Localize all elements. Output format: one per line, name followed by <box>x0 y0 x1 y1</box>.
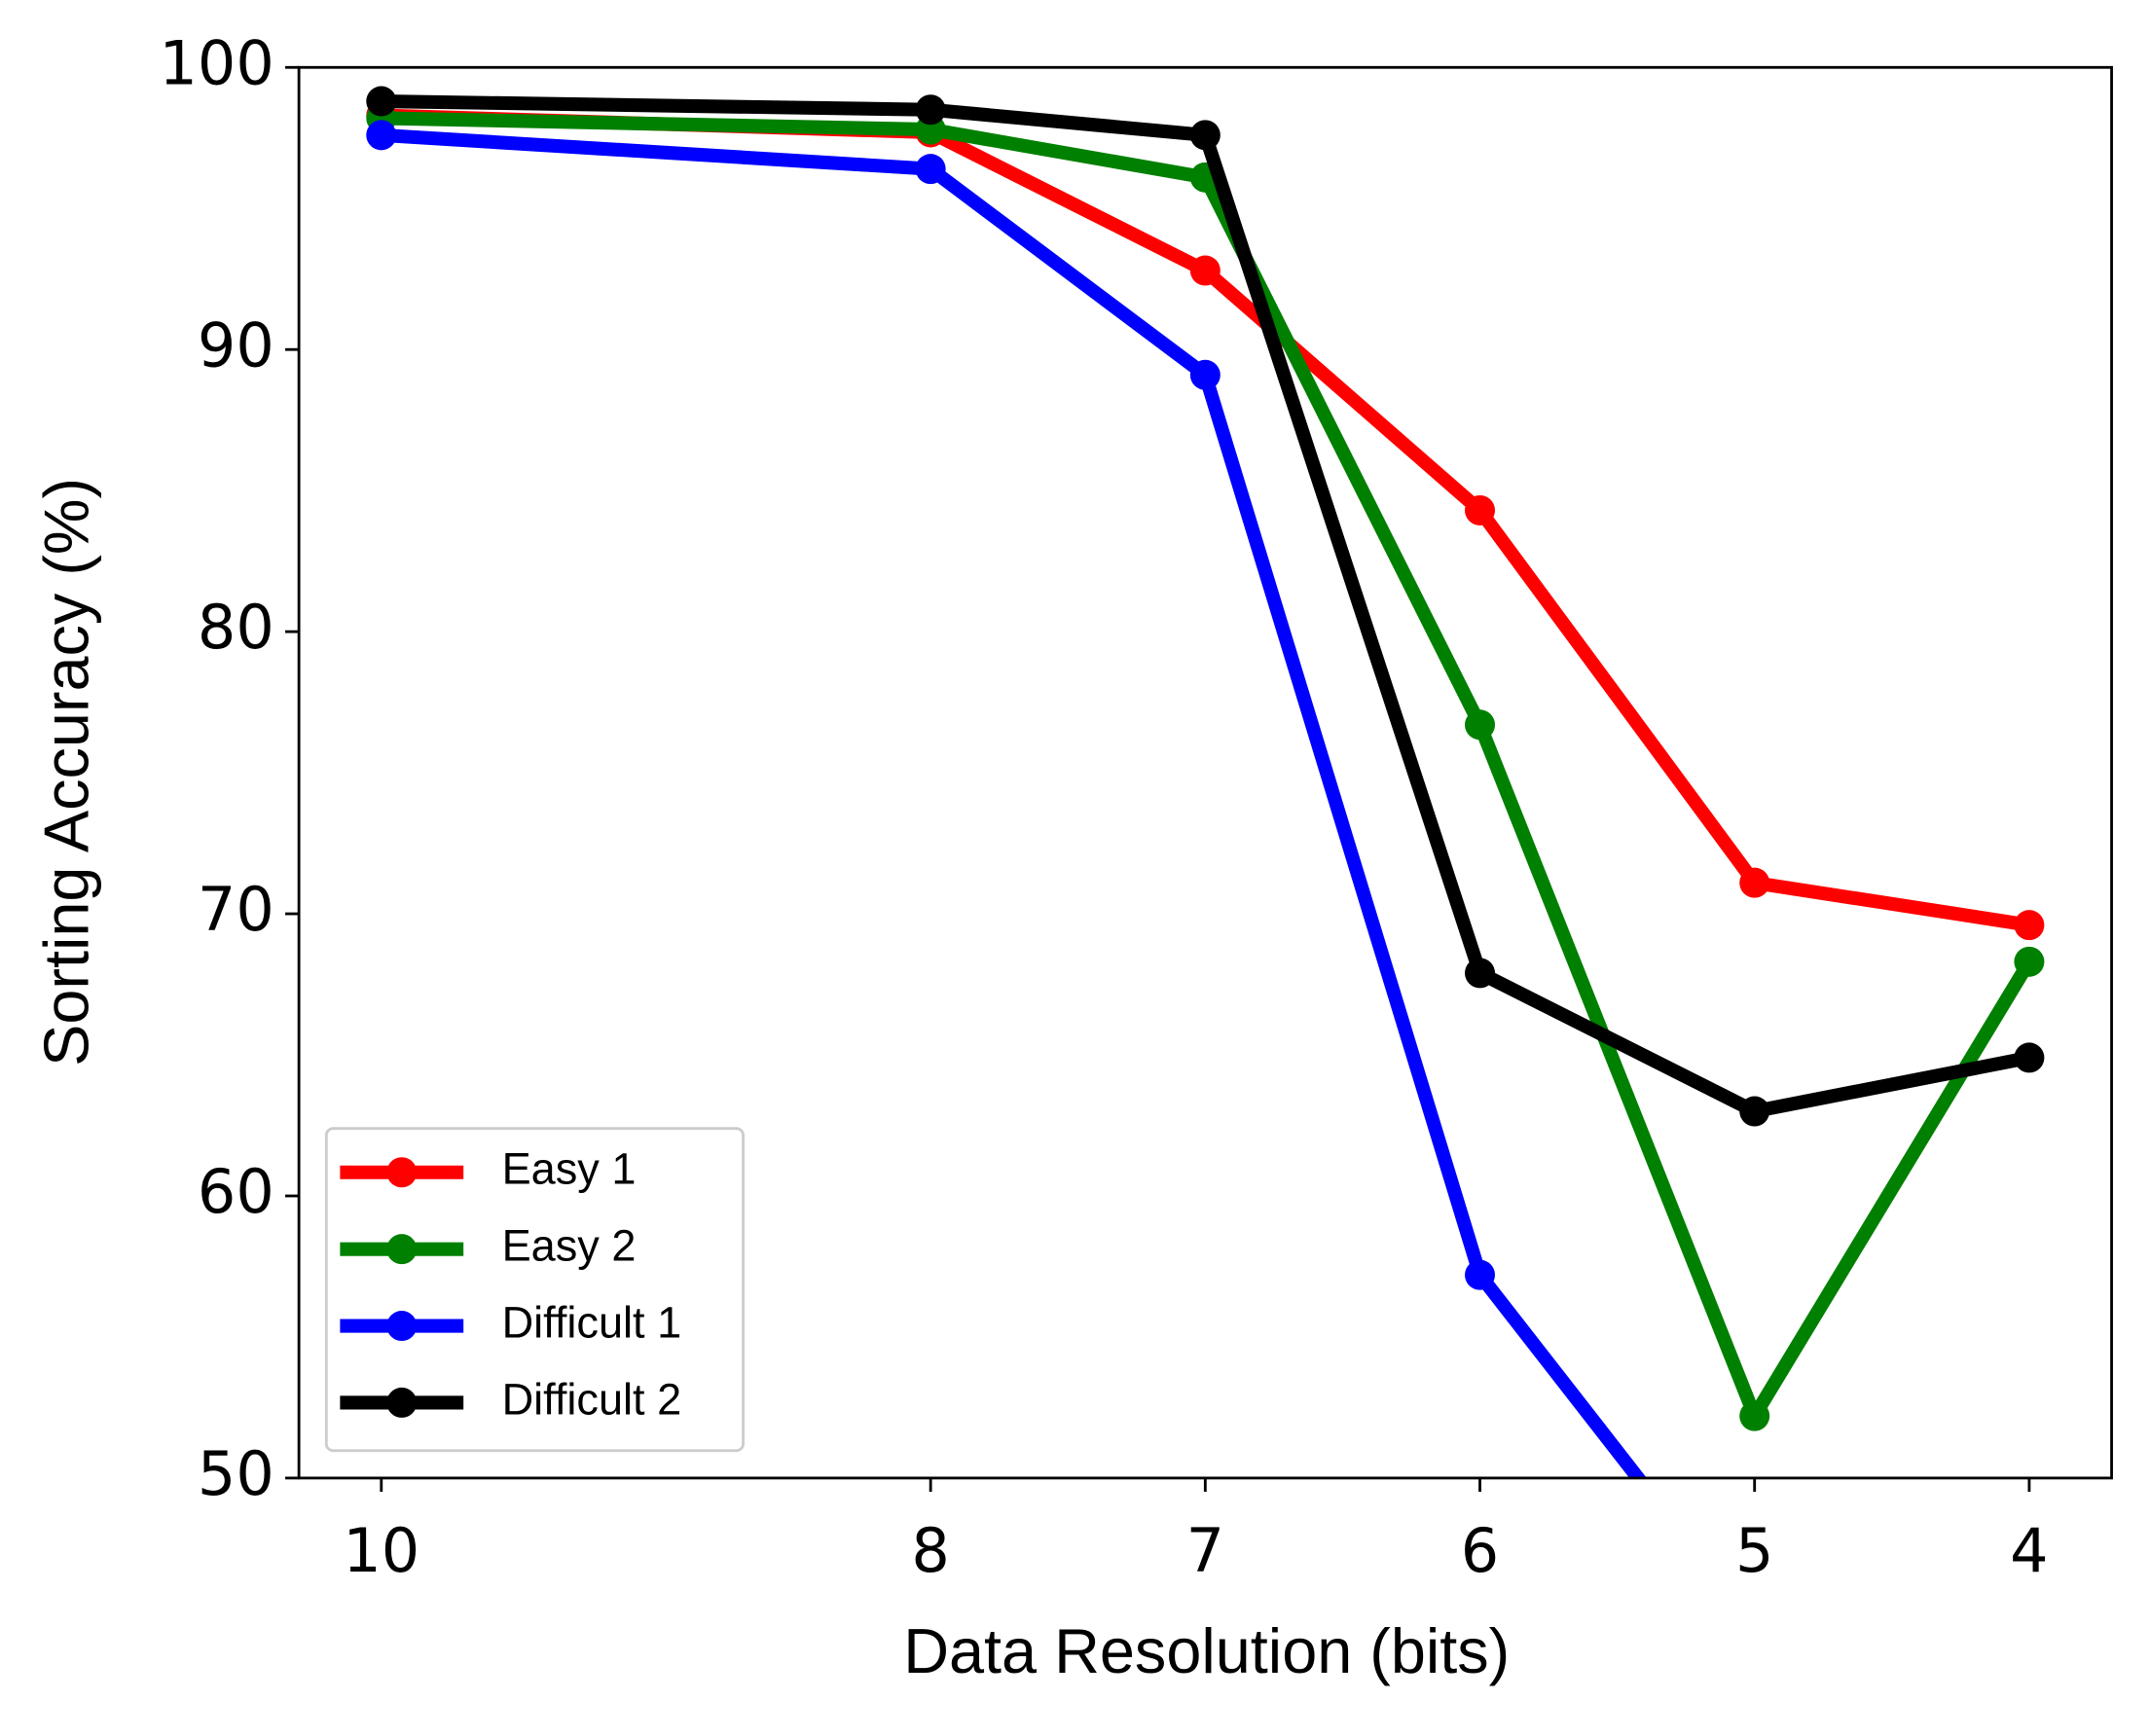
y-tick-label: 100 <box>159 27 273 98</box>
legend-marker <box>386 1387 418 1418</box>
point-marker <box>1189 359 1221 390</box>
y-tick-label: 70 <box>198 874 274 945</box>
series-line <box>381 94 2031 1119</box>
point-marker <box>2014 1042 2045 1073</box>
y-axis-label: Sorting Accuracy (%) <box>30 478 101 1067</box>
y-tick-label: 80 <box>198 592 274 663</box>
x-tick-label: 5 <box>1735 1515 1773 1586</box>
legend-label: Difficult 2 <box>502 1374 682 1424</box>
point-marker <box>915 94 946 126</box>
point-marker <box>1739 1096 1770 1127</box>
point-marker <box>915 154 946 185</box>
point-marker <box>1465 1259 1496 1290</box>
x-tick-label: 10 <box>343 1515 419 1586</box>
series-line <box>381 108 2030 932</box>
point-marker <box>1739 867 1770 898</box>
legend-marker <box>386 1234 418 1265</box>
x-tick-label: 7 <box>1186 1515 1224 1586</box>
x-tick-label: 6 <box>1461 1515 1499 1586</box>
y-tick-label: 60 <box>198 1156 274 1227</box>
x-axis-label: Data Resolution (bits) <box>903 1615 1510 1686</box>
point-marker <box>1739 1612 1769 1643</box>
x-tick-label: 4 <box>2010 1515 2048 1586</box>
legend-label: Easy 2 <box>502 1221 637 1271</box>
point-marker <box>2014 910 2045 941</box>
point-marker <box>2014 946 2045 977</box>
legend-label: Easy 1 <box>502 1144 637 1194</box>
point-marker <box>366 86 397 117</box>
point-marker <box>366 120 397 151</box>
plot-area <box>366 86 2045 1643</box>
point-marker <box>1189 120 1221 151</box>
point-marker <box>1189 255 1221 286</box>
point-marker <box>1465 709 1496 741</box>
legend-marker <box>386 1157 418 1188</box>
legend-box <box>324 1127 745 1453</box>
point-marker <box>1465 494 1496 525</box>
point-marker <box>1739 1400 1770 1431</box>
legend-marker <box>386 1311 418 1342</box>
legend-label: Difficult 1 <box>502 1297 682 1347</box>
y-tick-label: 90 <box>198 309 274 380</box>
point-marker <box>1465 958 1496 989</box>
x-tick-label: 8 <box>911 1515 949 1586</box>
series-line <box>381 111 2035 1424</box>
y-tick-label: 50 <box>198 1438 274 1509</box>
